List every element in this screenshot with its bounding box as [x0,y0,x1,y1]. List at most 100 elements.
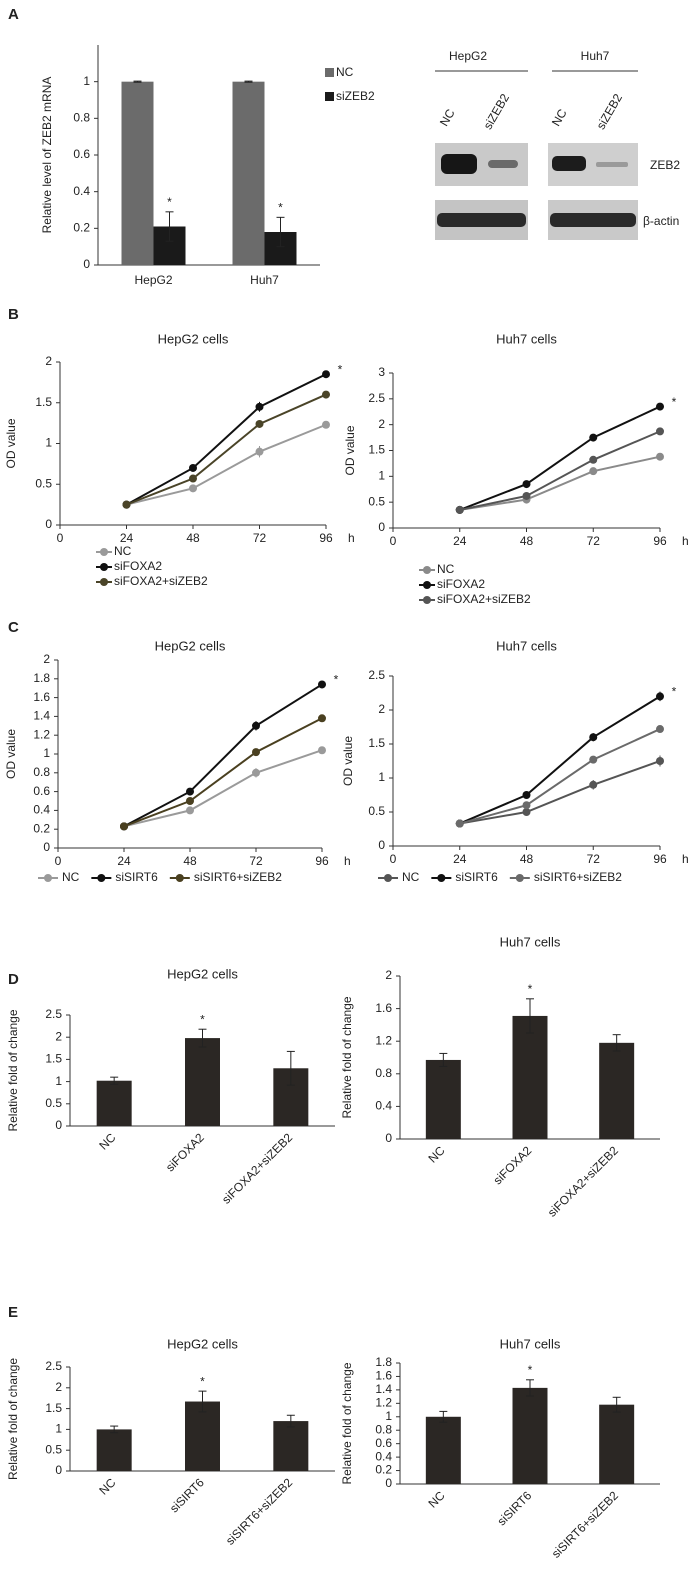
y-tick-label: 2 [385,968,392,982]
blot-lane: NC [437,106,458,128]
point [656,725,664,734]
y-axis-label: OD value [4,729,18,779]
point [522,791,531,799]
y-axis-label: Relative fold of change [6,1009,20,1131]
x-tick-label: Huh7 [250,273,279,287]
legend-label: NC [62,870,80,884]
y-tick-label: 0.5 [45,1096,62,1110]
x-tick-label: 48 [183,854,197,868]
legend-label: siFOXA2 [114,559,162,573]
y-tick-label: 2.5 [45,1359,62,1373]
x-tick-label: HepG2 [134,273,172,287]
y-tick-label: 1.6 [375,1369,392,1383]
chart-title: Huh7 cells [500,1336,561,1351]
legend-label: siZEB2 [336,89,375,103]
x-tick-label: 72 [253,531,267,545]
significance-mark: * [672,685,677,699]
point [189,463,197,472]
significance-mark: * [528,982,533,996]
y-axis-label: Relative fold of change [6,1358,20,1480]
point [322,370,330,379]
point [656,757,664,765]
x-tick-label: 0 [390,534,397,548]
point [522,480,531,489]
y-tick-label: 2.5 [368,391,385,405]
x-tick-label: 24 [453,852,467,866]
blot-lane: siZEB2 [481,91,513,132]
x-axis-label: h [344,854,351,868]
legend-swatch [175,874,184,882]
y-tick-label: 1 [385,1409,392,1423]
y-tick-label: 2 [378,417,385,431]
legend-swatch [423,581,431,589]
chart-title: Huh7 cells [500,934,561,949]
y-tick-label: 0 [378,520,385,534]
significance-mark: * [167,195,172,209]
significance-mark: * [200,1374,205,1388]
band [437,213,526,227]
legend-swatch [100,563,108,571]
point [656,692,664,701]
series-line [123,683,323,828]
x-tick-label: 96 [315,854,329,868]
y-tick-label: 0 [55,1118,62,1132]
y-tick-label: 0.8 [73,111,90,125]
point [318,714,326,723]
western-blot: HepG2 Huh7 NC siZEB2 NC siZEB2 ZEB2 β-ac… [435,49,680,240]
y-axis-label: OD value [343,425,357,475]
bar [425,1416,461,1484]
y-tick-label: 0 [378,838,385,852]
point [589,780,598,789]
x-tick-label: 72 [249,854,263,868]
chart-title: Huh7 cells [496,331,557,346]
chart-title: HepG2 cells [155,638,226,653]
x-tick-label: NC [96,1475,118,1497]
y-tick-label: 1.6 [33,690,50,704]
legend-label: NC [114,544,132,558]
significance-mark: * [528,1363,533,1377]
series-line [459,760,661,825]
series-line [459,695,661,825]
y-tick-label: 0.2 [33,821,50,835]
legend-swatch [325,68,334,77]
x-axis-label: h [682,852,689,866]
y-tick-label: 1.2 [375,1033,392,1047]
band [552,156,586,171]
y-tick-label: 0.2 [73,221,90,235]
y-tick-label: 1.5 [35,395,52,409]
y-tick-label: 0 [43,840,50,854]
blot-protein: β-actin [643,214,679,228]
y-tick-label: 0 [385,1476,392,1490]
point [656,452,664,461]
x-tick-label: 96 [319,531,333,545]
legend-label: NC [336,65,354,79]
y-tick-label: 0 [45,517,52,531]
panel-label: B [8,306,19,323]
point [186,806,194,815]
point [186,787,194,796]
y-tick-label: 2.5 [45,1007,62,1021]
point [120,822,128,831]
point [589,733,598,742]
chart-title: Huh7 cells [496,638,557,653]
y-axis-label: Relative level of ZEB2 mRNA [40,77,54,234]
point [252,768,260,777]
chart-title: HepG2 cells [158,331,229,346]
x-tick-label: siSIRT6+siZEB2 [223,1475,295,1547]
panel-label: C [8,619,19,636]
y-tick-label: 0.5 [35,476,52,490]
point [455,819,464,828]
y-tick-label: 0 [55,1463,62,1477]
y-axis-label: Relative fold of change [340,1362,354,1484]
legend-swatch [437,874,446,882]
bar [273,1421,309,1471]
point [522,808,531,816]
series-line [123,749,323,828]
point [522,801,531,810]
x-tick-label: 0 [57,531,64,545]
legend-swatch [325,92,334,101]
legend-label: siSIRT6 [455,870,498,884]
blot-protein: ZEB2 [650,158,680,172]
y-tick-label: 0.8 [33,765,50,779]
